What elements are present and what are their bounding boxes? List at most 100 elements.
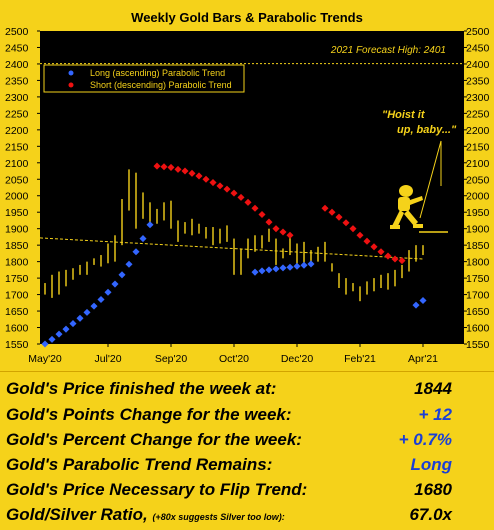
legend-long-label: Long (ascending) Parabolic Trend [90,68,225,78]
short-trend-dot [328,208,336,216]
hoist-annotation: "Hoist it up, baby..." [382,109,457,233]
short-trend-dot [377,248,385,256]
y-tick-label-left: 2350 [5,75,29,87]
y-tick-label-right: 2400 [466,59,490,71]
y-tick-label-right: 2100 [466,158,490,170]
y-tick-label-right: 2350 [466,75,490,87]
y-tick-label-left: 2450 [5,42,29,54]
y-tick-label-left: 2000 [5,191,29,203]
long-trend-dot [258,267,266,275]
y-tick-label-left: 1750 [5,273,29,285]
y-tick-label-right: 2000 [466,191,490,203]
y-tick-label-left: 2500 [5,26,29,38]
short-trend-dot [272,225,280,233]
x-axis: May'20 Jul'20 Sep'20 Oct'20 Dec'20 Feb'21 Apr'… [28,344,438,365]
stat-label-flip-price: Gold's Price Necessary to Flip Trend: [6,480,308,499]
long-trend-dot [125,260,133,268]
stat-row-gold-silver-ratio: Gold/Silver Ratio, (+80x suggests Silver… [0,502,494,528]
x-tick-label: Jul'20 [94,353,121,365]
stat-label-price: Gold's Price finished the week at: [6,379,277,398]
long-trend-dot [419,296,427,305]
long-trend-dot [132,248,140,256]
y-tick-label-right: 2050 [466,174,490,186]
long-trend-dot [279,264,287,272]
stat-row-percent-change: Gold's Percent Change for the week: + 0.… [0,427,494,453]
parabolic-dots [41,162,427,348]
ratio-note: (+80x suggests Silver too low): [152,512,285,522]
long-trend-dot [118,271,126,279]
stat-label-ratio: Gold/Silver Ratio, (+80x suggests Silver… [6,502,285,530]
chart-title: Weekly Gold Bars & Parabolic Trends [131,10,363,25]
stat-label-points-change: Gold's Points Change for the week: [6,405,292,424]
y-tick-label-left: 2300 [5,92,29,104]
short-trend-dot [167,163,175,171]
y-tick-label-left: 2200 [5,125,29,137]
y-tick-label-left: 2400 [5,59,29,71]
short-trend-dot [265,218,273,226]
long-trend-dot [293,262,301,270]
long-trend-dot [272,265,280,273]
stat-value-ratio: 67.0x [409,505,452,524]
y-tick-label-right: 2250 [466,108,490,120]
y-tick-label-right: 1950 [466,207,490,219]
stat-row-flip-price: Gold's Price Necessary to Flip Trend: 16… [0,477,494,503]
y-tick-label-right: 2300 [466,92,490,104]
short-trend-dot [356,231,364,239]
climber-figure-icon [390,185,423,229]
short-trend-dot [202,175,210,183]
long-trend-dot [97,295,105,304]
x-tick-label: Sep'20 [155,353,188,365]
y-tick-label-left: 2100 [5,158,29,170]
short-trend-dot [391,255,399,263]
long-trend-dot [76,314,84,322]
weekly-gold-chart: Weekly Gold Bars & Parabolic Trends 1550… [5,10,490,365]
y-tick-label-right: 2450 [466,42,490,54]
y-tick-label-left: 1600 [5,323,29,335]
x-tick-label: Oct'20 [219,353,249,365]
long-trend-dot [139,235,147,243]
trend-line [39,237,424,260]
y-tick-label-left: 1950 [5,207,29,219]
long-trend-dot [307,260,315,268]
y-tick-label-right: 1800 [466,257,490,269]
short-trend-dot [349,225,357,233]
stats-separator [0,371,494,372]
stat-row-points-change: Gold's Points Change for the week: + 12 [0,402,494,428]
short-trend-dot [195,172,203,180]
stat-row-trend: Gold's Parabolic Trend Remains: Long [0,452,494,478]
short-trend-dot [370,243,378,251]
y-tick-label-left: 1650 [5,306,29,318]
y-tick-label-right: 1600 [466,323,490,335]
y-tick-label-left: 2150 [5,141,29,153]
long-trend-dot [48,335,56,343]
long-trend-dot [55,330,63,338]
y-tick-label-left: 1850 [5,240,29,252]
long-trend-dot [69,320,77,328]
x-tick-label: Feb'21 [344,353,376,365]
hoist-rope [419,140,442,219]
short-trend-dot [174,165,182,173]
y-tick-label-right: 1850 [466,240,490,252]
y-tick-label-left: 1800 [5,257,29,269]
price-bars [44,169,424,302]
stat-value-flip-price: 1680 [414,480,452,499]
short-trend-dot [153,162,161,170]
y-tick-label-right: 1700 [466,290,490,302]
legend-long-marker [68,70,74,76]
y-tick-label-right: 1550 [466,339,490,351]
y-tick-label-right: 1750 [466,273,490,285]
long-trend-dot [111,280,119,288]
ratio-label-text: Gold/Silver Ratio, [6,505,148,524]
stat-label-percent-change: Gold's Percent Change for the week: [6,430,302,449]
y-tick-label-right: 2500 [466,26,490,38]
short-trend-dot [398,257,406,265]
short-trend-dot [209,179,217,187]
stat-row-price: Gold's Price finished the week at: 1844 [0,376,494,402]
y-axis: 1550 1550 1600 1600 1650 1650 1700 1700 1750 1750… [5,26,490,351]
legend-short-label: Short (descending) Parabolic Trend [90,80,232,90]
long-trend-dot [146,221,154,229]
annotation-line-2: up, baby..." [397,124,457,136]
x-tick-label: Apr'21 [408,353,438,365]
short-trend-dot [363,237,371,245]
